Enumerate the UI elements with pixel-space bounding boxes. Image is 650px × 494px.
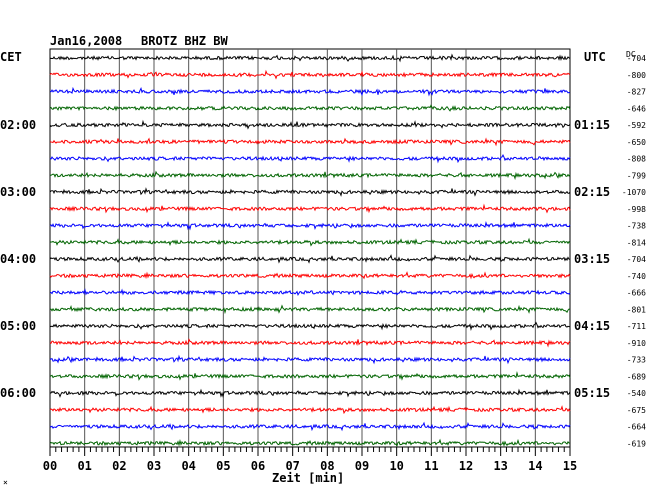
x-tick-label: 02 (112, 459, 126, 473)
traces (49, 53, 571, 447)
offset-label: -998 (627, 205, 646, 214)
offset-label: -827 (627, 88, 646, 97)
trace-line (49, 421, 571, 432)
offset-label: -738 (627, 222, 646, 231)
x-tick-label: 15 (563, 459, 577, 473)
offset-label: -664 (627, 423, 646, 432)
x-tick-label: 01 (77, 459, 91, 473)
trace-line (49, 170, 571, 181)
left-zone-label: CET (0, 50, 22, 64)
offset-label: -689 (627, 372, 646, 381)
x-axis-label: Zeit [min] (272, 471, 344, 485)
trace-line (49, 237, 571, 247)
trace-line (49, 153, 571, 164)
trace-line (49, 405, 571, 415)
trace-line (49, 371, 571, 381)
chart-date: Jan16,2008 (50, 34, 122, 48)
offset-label: -704 (627, 255, 646, 264)
right-time-label: 04:15 (574, 319, 610, 333)
offset-label: -540 (627, 389, 646, 398)
left-time-label: 03:00 (0, 185, 36, 199)
offset-label: -666 (627, 289, 646, 298)
trace-line (49, 69, 571, 80)
trace-line (49, 271, 571, 280)
trace-line (50, 388, 571, 399)
offset-label: -801 (627, 305, 646, 314)
grid (49, 48, 571, 448)
trace-line (49, 104, 571, 112)
trace-line (49, 53, 571, 63)
offset-label: -733 (627, 356, 646, 365)
trace-line (49, 86, 571, 97)
x-tick-label: 13 (493, 459, 507, 473)
x-tick-label: 07 (285, 459, 299, 473)
offset-label: -675 (627, 406, 646, 415)
x-axis: 00 01 02 03 04 05 06 07 08 09 10 11 12 13 14 15 (43, 447, 577, 473)
right-time-label: 05:15 (574, 386, 610, 400)
offset-label: -808 (627, 155, 646, 164)
offset-label: -704 (627, 54, 646, 63)
left-time-label: 04:00 (0, 252, 36, 266)
x-tick-label: 05 (216, 459, 230, 473)
left-time-label: 02:00 (0, 118, 36, 132)
offset-label: -1070 (622, 188, 646, 197)
left-time-labels: 02:00 03:00 04:00 05:00 06:00 (0, 118, 36, 400)
trace-line (49, 438, 571, 447)
offset-header-label: DC (626, 50, 636, 59)
corner-mark: × (3, 478, 8, 487)
trace-line (49, 254, 571, 264)
offset-labels: -704 -800 -827 -646 -592 -650 -808 -799 -1070 -99… (622, 54, 646, 448)
x-tick-label: 00 (43, 459, 57, 473)
trace-line (49, 187, 571, 197)
trace-line (49, 304, 571, 315)
offset-label: -814 (627, 238, 646, 247)
right-time-label: 03:15 (574, 252, 610, 266)
x-tick-label: 12 (459, 459, 473, 473)
offset-label: -711 (627, 322, 646, 331)
chart-station: BROTZ BHZ BW (141, 34, 228, 48)
left-time-label: 06:00 (0, 386, 36, 400)
right-time-label: 01:15 (574, 118, 610, 132)
offset-label: -619 (627, 439, 646, 448)
offset-label: -592 (627, 121, 646, 130)
trace-line (49, 220, 571, 231)
x-tick-label: 09 (355, 459, 369, 473)
x-tick-label: 11 (424, 459, 438, 473)
x-tick-label: 03 (147, 459, 161, 473)
offset-label: -646 (627, 104, 646, 113)
x-tick-label: 04 (181, 459, 195, 473)
offset-label: -800 (627, 71, 646, 80)
right-time-label: 02:15 (574, 185, 610, 199)
offset-label: -740 (627, 272, 646, 281)
x-tick-label: 06 (251, 459, 265, 473)
x-tick-label: 08 (320, 459, 334, 473)
x-tick-label: 14 (528, 459, 542, 473)
x-tick-label: 10 (389, 459, 403, 473)
trace-line (49, 119, 571, 130)
trace-line (49, 203, 571, 214)
right-time-labels: 01:15 02:15 03:15 04:15 05:15 (574, 118, 610, 400)
left-time-label: 05:00 (0, 319, 36, 333)
offset-label: -799 (627, 171, 646, 180)
trace-line (50, 288, 571, 297)
trace-line (49, 137, 571, 147)
offset-label: -650 (627, 138, 646, 147)
trace-line (49, 338, 571, 348)
trace-line (49, 321, 570, 332)
right-zone-label: UTC (584, 50, 606, 64)
trace-line (49, 354, 571, 365)
offset-label: -910 (627, 339, 646, 348)
